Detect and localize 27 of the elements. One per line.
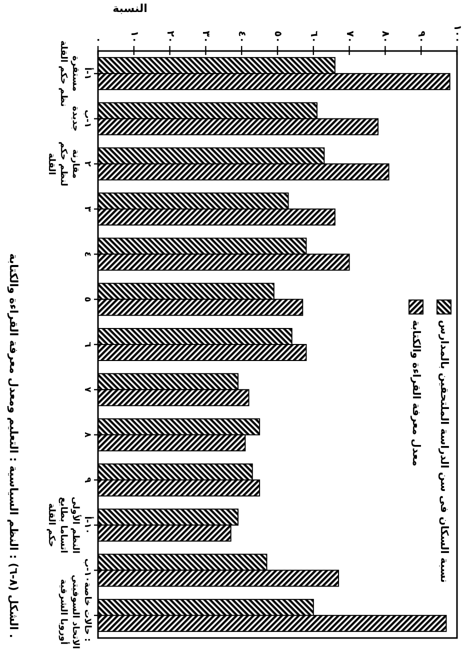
- x-tick-label: ٢٠: [164, 30, 176, 43]
- x-tick-label: ٤٠: [236, 30, 248, 43]
- y-tick-label: ٢ مقارنة لنظم حكم القلة: [46, 141, 92, 186]
- x-tick-label: ٠: [92, 36, 104, 43]
- x-tick-label: ٨٠: [380, 30, 391, 43]
- x-axis-title: النسبة: [112, 2, 148, 15]
- x-tick-label: ١٠٠: [452, 24, 462, 43]
- x-tick-label: ١٠: [128, 30, 140, 43]
- y-tick-label: ١٠-ب: [82, 558, 92, 582]
- legend-label: معدل معرفة القراءة والكتابة: [410, 320, 422, 466]
- y-tick-label: ٨: [82, 432, 92, 438]
- text: الشكل (٨-٦) : النظم السياسية : التعليم ومعدل معرفة القراءة والكتابة .: [7, 253, 20, 638]
- y-tick-label: ٤: [82, 251, 92, 257]
- y-tick-label: ١-أ مستقرة نظم حكم القلة: [58, 40, 94, 107]
- y-tick-label: ٧: [82, 386, 92, 393]
- legend-label: نسبة السكان فى سن الدراسة الملتحقين بالمدارس: [438, 320, 450, 583]
- x-tick-label: ٧٠: [344, 30, 355, 43]
- x-tick-label: ٦٠: [308, 30, 319, 43]
- y-tick-label: ٥: [82, 296, 92, 302]
- y-tick-label: ١-ب جديدة: [70, 106, 92, 132]
- y-tick-label: ١٠-أ النظم الأولى اتساما بطابع حكم القلة: [46, 496, 94, 554]
- y-tick-label: ٩: [82, 477, 92, 484]
- x-tick-label: ٥٠: [272, 30, 283, 43]
- x-tick-label: ٩٠: [416, 30, 427, 43]
- y-tick-label: ٦: [82, 342, 92, 348]
- y-tick-label: ٣: [82, 206, 92, 212]
- x-tick-label: ٣٠: [200, 30, 212, 43]
